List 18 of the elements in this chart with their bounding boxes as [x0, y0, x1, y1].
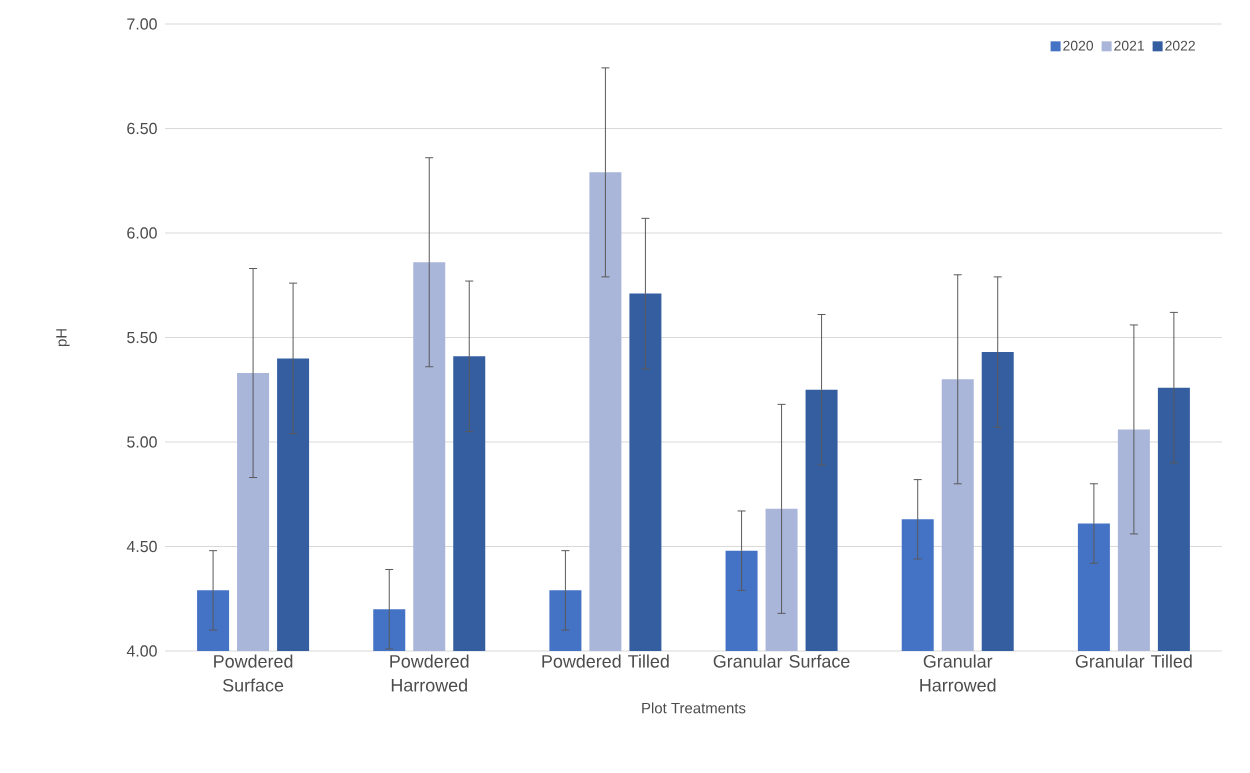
legend-label: 2022	[1165, 40, 1195, 51]
y-tick-label: 7.00	[127, 18, 157, 30]
legend-label: 2020	[1063, 40, 1094, 51]
y-tick-label: 4.00	[126, 645, 157, 657]
x-tick-label: Granular Harrowed	[920, 654, 996, 692]
x-tick-label: Powdered Harrowed	[390, 654, 469, 692]
y-tick-label: 4.50	[126, 540, 157, 553]
legend-label: 2021	[1114, 40, 1144, 51]
y-tick-label: 5.50	[127, 331, 157, 344]
x-axis-title: Plot Treatments	[642, 702, 746, 714]
y-tick-label: 5.00	[127, 436, 157, 448]
y-tick-label: 6.00	[127, 227, 157, 239]
x-tick-label: Granular Tilled	[1075, 654, 1192, 668]
x-tick-label: Powdered Surface	[214, 654, 293, 692]
y-tick-label: 6.50	[127, 122, 157, 135]
y-axis-title: pH	[56, 329, 70, 347]
x-tick-label: Granular Surface	[713, 654, 850, 668]
x-tick-label: Powdered Tilled	[542, 654, 669, 668]
